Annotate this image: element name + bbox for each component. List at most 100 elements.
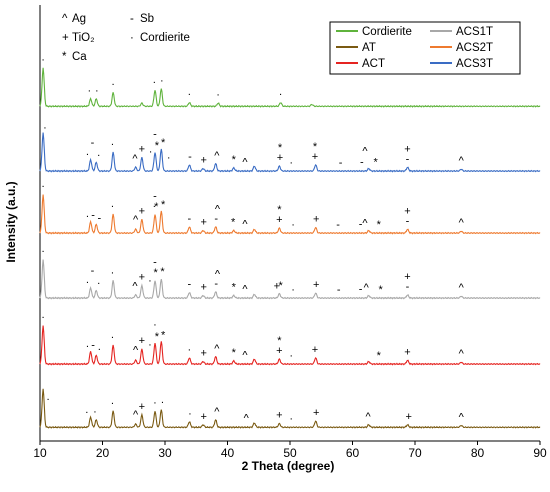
peak-mark: -: [91, 137, 95, 149]
peak-mark: -: [406, 281, 410, 293]
peak-mark: *: [160, 266, 165, 278]
peak-mark: ^: [242, 284, 248, 296]
series-line-acs2t: [39, 194, 541, 235]
peak-mark: ·: [88, 85, 92, 97]
peak-mark: -: [336, 219, 340, 231]
peak-mark: -: [214, 213, 218, 225]
legend-label: ACS3T: [456, 58, 493, 70]
peak-mark: ·: [98, 343, 102, 355]
peak-mark: ^: [242, 157, 248, 169]
phase-key-label: Cordierite: [140, 32, 190, 44]
peak-mark: +: [276, 345, 282, 357]
peak-mark: +: [201, 282, 207, 294]
phase-key-symbol: -: [130, 13, 134, 25]
peak-mark: ·: [216, 89, 220, 101]
peak-mark: ·: [86, 340, 90, 352]
peak-mark: ·: [291, 284, 295, 296]
peak-mark: +: [274, 280, 280, 292]
peak-mark: ·: [111, 332, 115, 344]
legend-label: Cordierite: [362, 26, 412, 38]
phase-key-symbol: ·: [130, 32, 134, 44]
peak-mark: -: [153, 257, 157, 269]
peak-mark: ^: [459, 282, 465, 294]
peak-mark: -: [153, 190, 157, 202]
peak-mark: ^: [364, 282, 370, 294]
peak-mark: +: [312, 151, 318, 163]
peak-mark: *: [153, 267, 158, 279]
peak-mark: ·: [188, 89, 192, 101]
peak-mark: *: [377, 350, 382, 362]
peak-mark: +: [201, 155, 207, 167]
series-line-cordierite: [39, 67, 541, 108]
peak-mark: *: [378, 284, 383, 296]
peak-mark: ·: [41, 181, 45, 193]
peak-mark: +: [276, 214, 282, 226]
peak-mark: ·: [167, 152, 171, 164]
peak-mark: +: [201, 348, 207, 360]
peak-mark: ·: [148, 275, 152, 287]
legend-label: ACT: [362, 58, 385, 70]
peak-mark: ^: [214, 343, 220, 355]
peak-mark: -: [188, 213, 192, 225]
phase-key-label: TiO₂: [72, 32, 95, 44]
peak-mark: *: [155, 140, 160, 152]
peak-mark: ·: [153, 201, 157, 213]
peak-mark: ·: [97, 278, 101, 290]
phase-key-symbol: *: [62, 51, 67, 63]
peak-mark: ·: [111, 267, 115, 279]
peak-mark: ^: [132, 280, 138, 292]
peak-mark: ·: [97, 150, 101, 162]
peak-mark: -: [406, 153, 410, 165]
peak-mark: *: [313, 141, 318, 153]
x-tick-label: 10: [33, 446, 47, 460]
x-tick-label: 30: [158, 446, 172, 460]
peak-mark: ·: [111, 139, 115, 151]
peak-mark: -: [359, 219, 363, 231]
peak-mark: *: [154, 201, 159, 213]
peak-mark: -: [406, 215, 410, 227]
legend-box: [329, 21, 521, 75]
peak-mark: ^: [214, 406, 220, 418]
peak-mark: *: [377, 219, 382, 231]
peak-mark: ·: [291, 219, 295, 231]
peak-mark: ^: [366, 411, 372, 423]
phase-key: ^ Ag+ TiO₂ * Ca - Sb · Cordierite: [62, 13, 190, 63]
peak-mark: *: [232, 347, 237, 359]
peak-mark: ·: [85, 406, 89, 418]
peak-mark: +: [313, 279, 319, 291]
peak-mark: *: [373, 156, 378, 168]
x-axis-title: 2 Theta (degree): [242, 459, 335, 473]
peak-mark: *: [161, 137, 166, 149]
x-tick-label: 50: [283, 446, 297, 460]
peak-mark: ·: [95, 85, 99, 97]
peak-mark: -: [337, 284, 341, 296]
peak-mark: *: [277, 204, 282, 216]
peak-mark: ·: [153, 319, 157, 331]
peak-mark: +: [139, 401, 145, 413]
peak-mark: ·: [46, 393, 50, 405]
peak-mark: +: [276, 410, 282, 422]
peak-mark: ^: [132, 153, 138, 165]
peak-mark: ·: [279, 89, 283, 101]
peak-mark: ·: [188, 344, 192, 356]
x-tick-label: 90: [533, 446, 547, 460]
peak-mark: +: [406, 411, 412, 423]
phase-key-label: Ag: [72, 13, 86, 25]
peak-mark: -: [339, 157, 343, 169]
peak-mark: ·: [289, 350, 293, 362]
x-ticks: 10 20 30 40 50 60 70 80 90: [33, 441, 547, 460]
peak-mark: -: [91, 265, 95, 277]
peak-mark: +: [139, 205, 145, 217]
peak-mark: -: [188, 151, 192, 163]
x-tick-label: 70: [408, 446, 422, 460]
legend: Cordierite AT ACT ACS1T ACS2T ACS3T: [329, 21, 521, 75]
peak-mark: *: [278, 280, 283, 292]
legend-label: ACS1T: [456, 26, 493, 38]
peak-mark: ·: [86, 148, 90, 160]
peak-mark: *: [155, 331, 160, 343]
peak-mark: ^: [215, 268, 221, 280]
peak-mark: ^: [244, 413, 250, 425]
peak-mark: -: [98, 212, 102, 224]
peak-mark: +: [404, 346, 410, 358]
peak-mark: -: [91, 210, 95, 222]
